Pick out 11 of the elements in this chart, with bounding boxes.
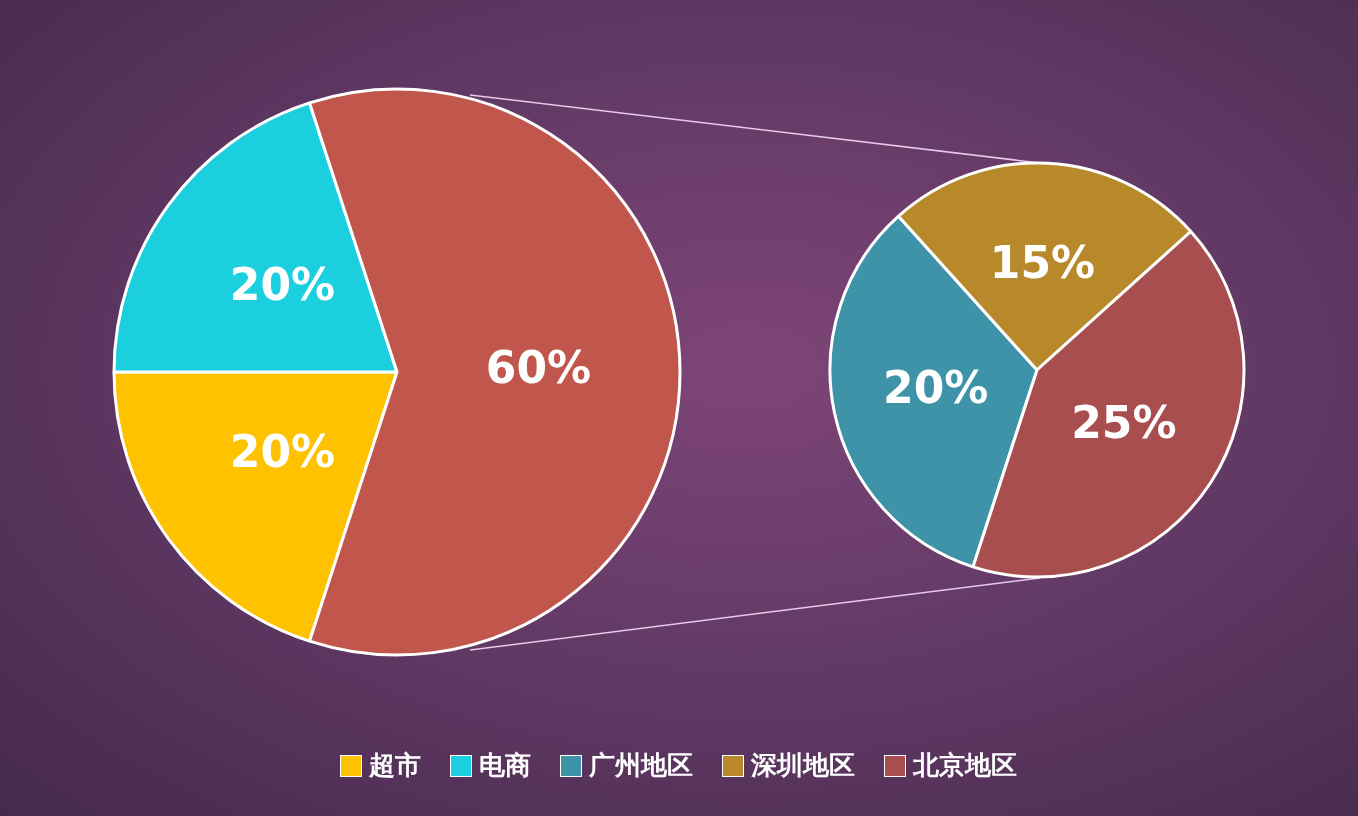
legend-label: 超市 <box>369 749 421 782</box>
legend-label: 电商 <box>479 749 531 782</box>
data-label: 20% <box>229 259 336 311</box>
data-label: 20% <box>229 425 336 477</box>
legend-label: 广州地区 <box>589 749 693 782</box>
data-label: 15% <box>989 237 1096 289</box>
legend-label: 北京地区 <box>913 749 1017 782</box>
data-label: 60% <box>485 342 592 394</box>
legend-label: 深圳地区 <box>751 749 855 782</box>
data-label: 25% <box>1071 396 1177 448</box>
data-label: 20% <box>883 361 989 413</box>
